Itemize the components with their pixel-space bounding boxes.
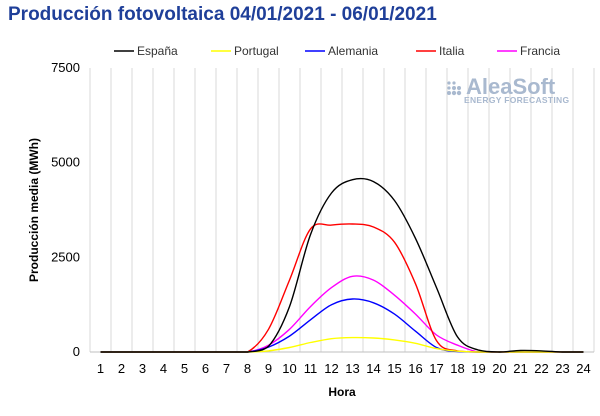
x-tick-label: 23 <box>555 361 569 376</box>
series-layer <box>100 177 584 353</box>
y-tick-label: 7500 <box>51 60 80 75</box>
x-tick-label: 5 <box>181 361 188 376</box>
x-tick-label: 21 <box>513 361 527 376</box>
y-tick-label: 0 <box>73 344 80 359</box>
x-tick-label: 19 <box>471 361 485 376</box>
x-tick-label: 18 <box>450 361 464 376</box>
x-tick-label: 11 <box>304 361 318 376</box>
logo-name: AleaSoft <box>466 74 556 99</box>
y-tick-label: 2500 <box>51 249 80 264</box>
x-tick-label: 10 <box>282 361 296 376</box>
x-tick-label: 6 <box>202 361 209 376</box>
x-tick-label: 9 <box>265 361 272 376</box>
logo-dots-icon <box>447 81 462 96</box>
x-tick-label: 4 <box>160 361 167 376</box>
x-tick-label: 8 <box>244 361 251 376</box>
x-tick-label: 17 <box>429 361 443 376</box>
y-tick-label: 5000 <box>51 155 80 170</box>
x-tick-label: 12 <box>324 361 338 376</box>
x-tick-label: 7 <box>223 361 230 376</box>
y-axis-label: Producción media (MWh) <box>27 138 41 282</box>
legend-label: Alemania <box>328 44 378 58</box>
x-axis-label: Hora <box>328 385 356 399</box>
x-tick-label: 20 <box>492 361 506 376</box>
series-line-españa <box>100 177 584 353</box>
x-tick-label: 1 <box>97 361 104 376</box>
x-tick-label: 16 <box>408 361 422 376</box>
aleasoft-logo: AleaSoft ENERGY FORECASTING <box>447 74 569 105</box>
x-tick-label: 22 <box>534 361 548 376</box>
grid-layer <box>89 68 595 352</box>
legend-label: Portugal <box>234 44 279 58</box>
x-tick-label: 15 <box>387 361 401 376</box>
legend: España Portugal Alemania Italia Francia <box>114 44 560 58</box>
x-tick-label: 24 <box>576 361 590 376</box>
legend-label: España <box>137 44 178 58</box>
legend-label: Italia <box>439 44 465 58</box>
logo-tagline: ENERGY FORECASTING <box>464 95 569 105</box>
x-tick-label: 3 <box>139 361 146 376</box>
legend-label: Francia <box>520 44 560 58</box>
x-tick-label: 2 <box>118 361 125 376</box>
x-tick-label: 13 <box>345 361 359 376</box>
chart-title: Producción fotovoltaica 04/01/2021 - 06/… <box>8 4 437 25</box>
x-tick-label: 14 <box>366 361 380 376</box>
